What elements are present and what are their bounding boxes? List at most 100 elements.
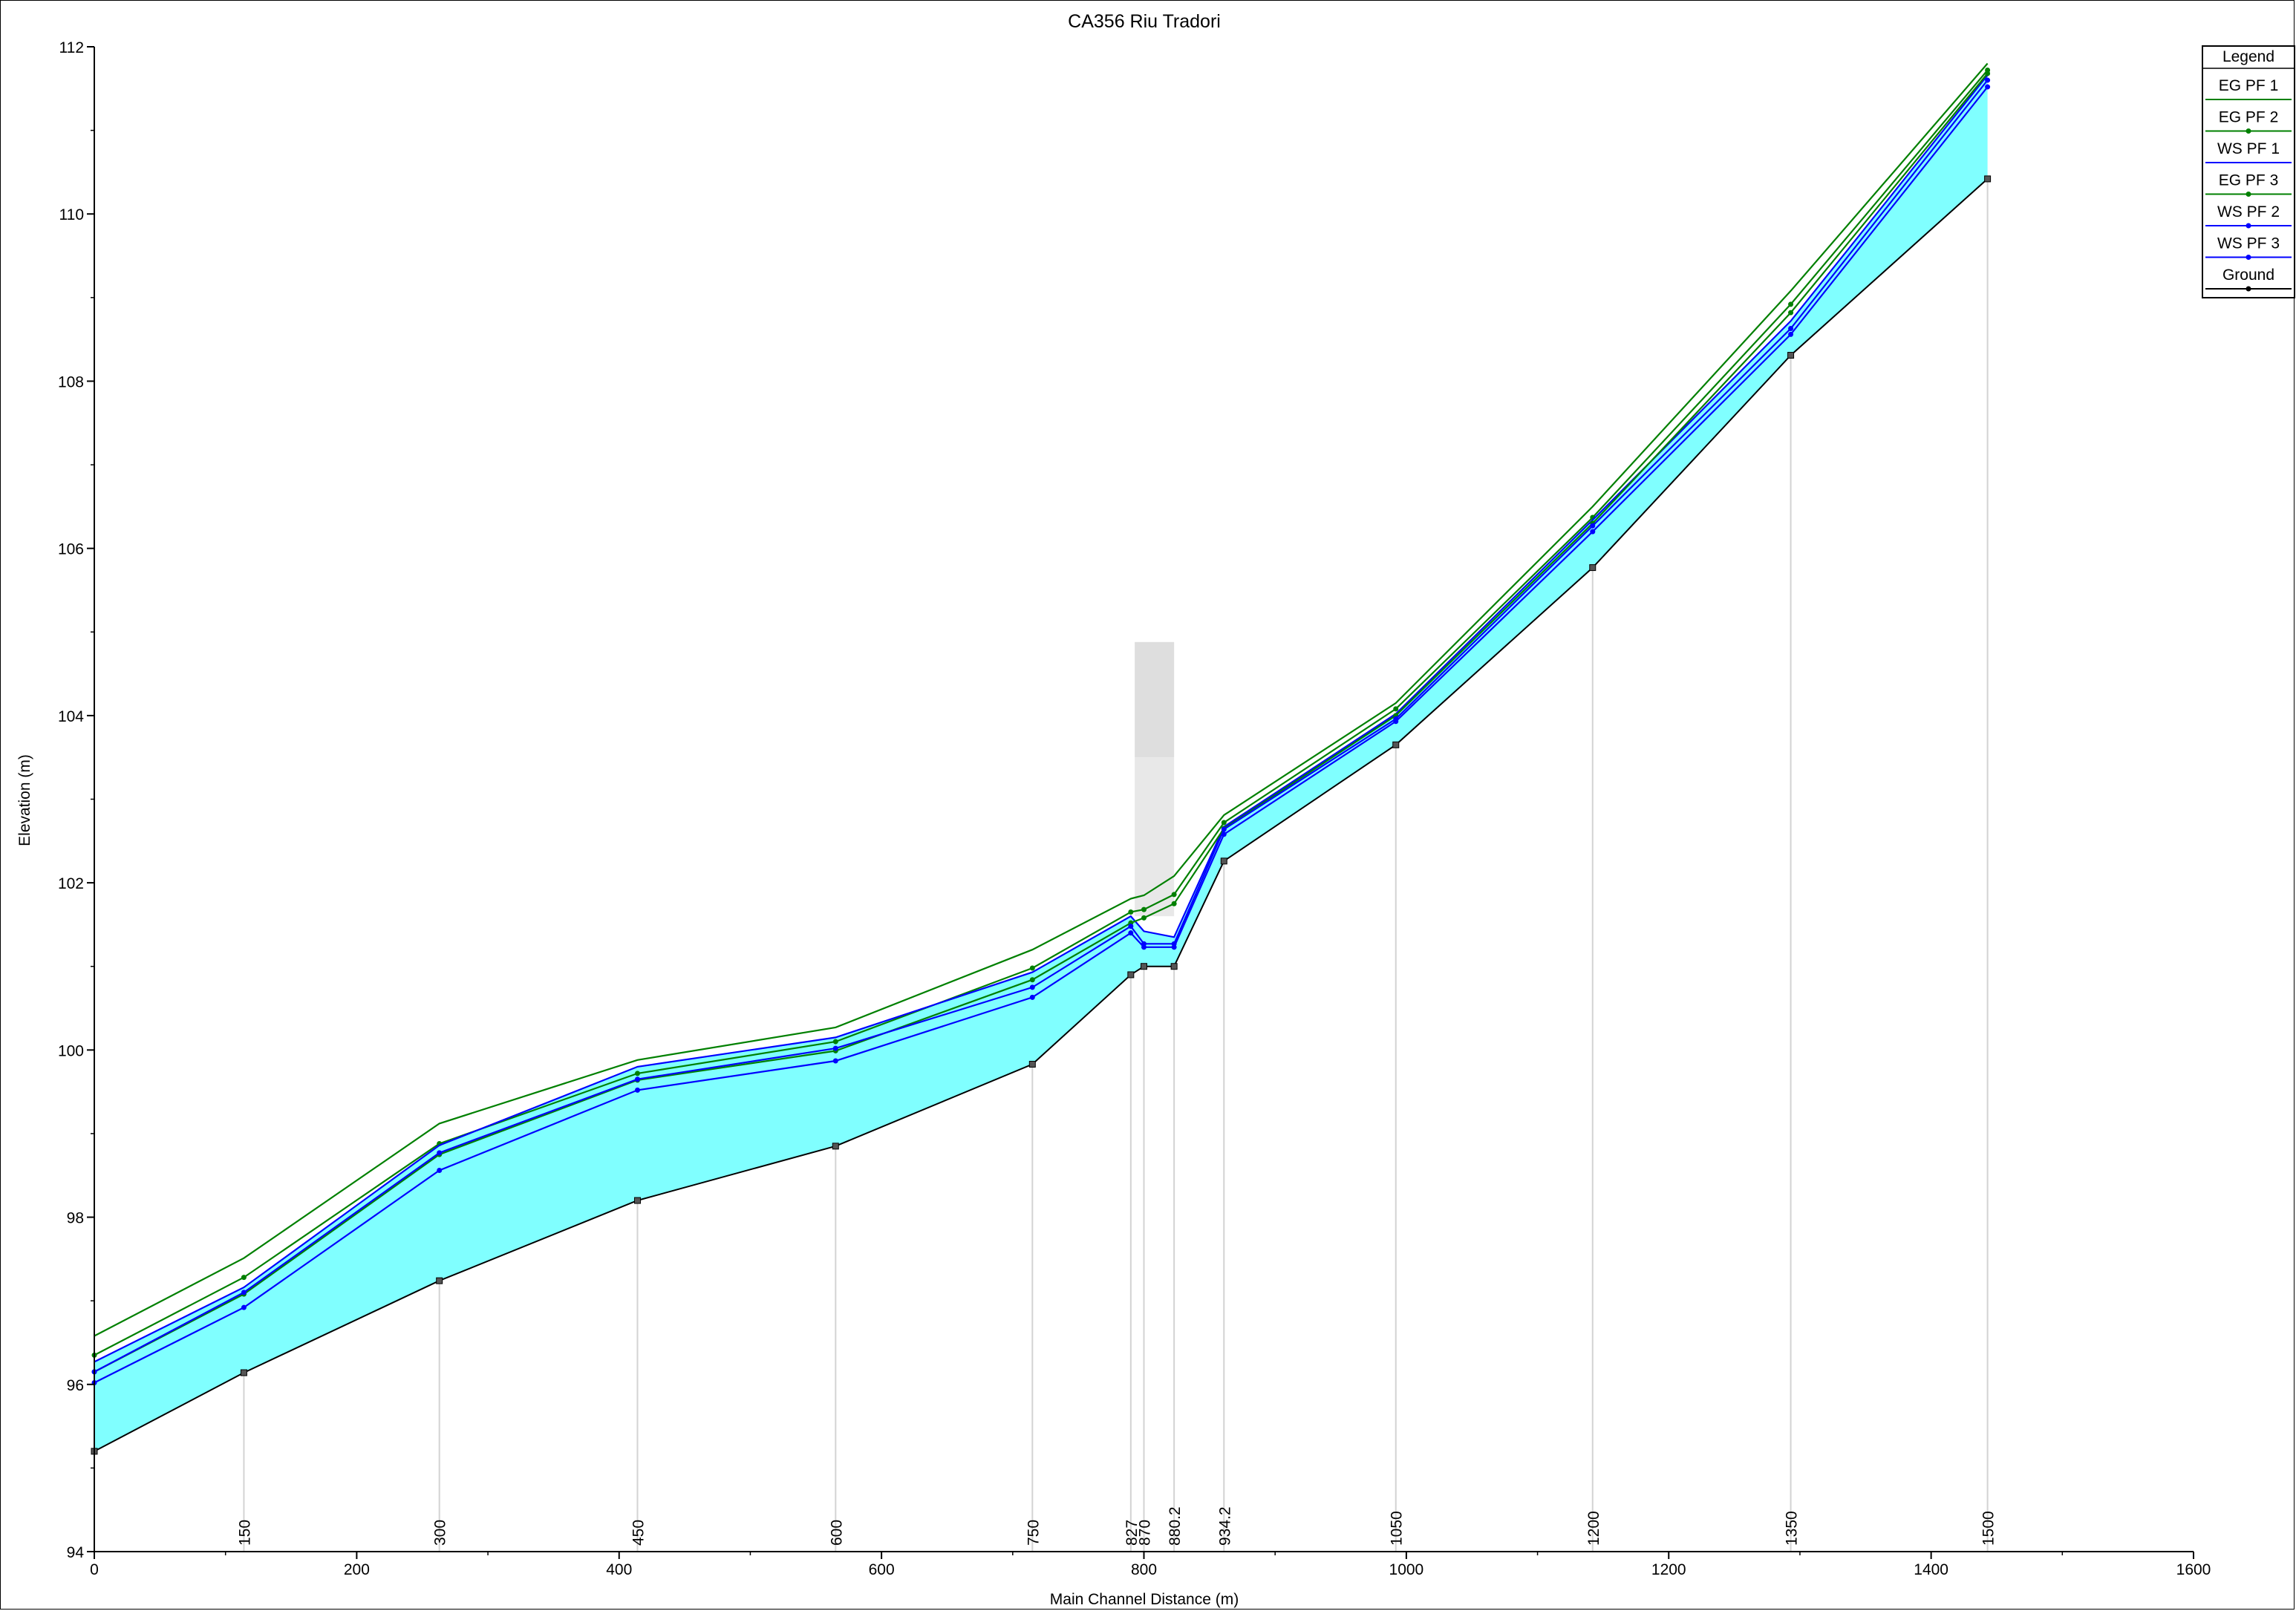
series-point <box>634 1071 640 1076</box>
series-point <box>1589 564 1597 572</box>
legend-label: WS PF 2 <box>2217 203 2280 220</box>
series-point <box>1788 301 1794 307</box>
series-point <box>1128 930 1134 936</box>
x-tick-label: 0 <box>90 1561 99 1578</box>
series-point <box>1985 71 1991 76</box>
series-point <box>1029 994 1035 1000</box>
series-line-ground <box>94 178 1989 1452</box>
station-label: 1350 <box>1784 1511 1801 1546</box>
legend-marker <box>2246 128 2251 134</box>
y-tick-label: 94 <box>67 1544 85 1561</box>
station-label: 827 <box>1123 1520 1141 1546</box>
x-tick-label: 200 <box>344 1561 370 1578</box>
series-point <box>1788 310 1794 316</box>
series-point <box>1141 906 1147 912</box>
x-tick-label: 1000 <box>1389 1561 1424 1578</box>
series-point <box>437 1150 443 1156</box>
legend-label: WS PF 3 <box>2217 235 2280 252</box>
legend-items: EG PF 1 EG PF 2 WS PF 1 EG PF 3 WS PF 2 WS PF… <box>2205 77 2292 292</box>
series-point <box>1170 963 1178 970</box>
series-point <box>832 1058 838 1064</box>
y-tick-label: 102 <box>58 875 84 892</box>
y-tick-label: 100 <box>58 1042 84 1059</box>
series-point <box>1171 892 1177 898</box>
series-point <box>1028 1060 1036 1068</box>
station-label: 880.2 <box>1167 1506 1184 1546</box>
y-axis-label: Elevation (m) <box>16 754 33 846</box>
legend-label: WS PF 1 <box>2217 140 2280 157</box>
series-point <box>832 1039 838 1045</box>
series-point <box>832 1045 838 1051</box>
series-point <box>1029 965 1035 971</box>
bridge-deck <box>1135 641 1175 758</box>
station-label: 1500 <box>1980 1511 1997 1546</box>
x-tick-label: 1600 <box>2176 1561 2211 1578</box>
series-point <box>634 1087 640 1093</box>
y-tick-label: 98 <box>67 1210 84 1227</box>
series-line-ws-pf-1 <box>94 74 1989 1363</box>
series-line-eg-pf-3 <box>94 73 1989 1373</box>
series-point <box>1392 741 1400 748</box>
legend-label: Ground <box>2222 267 2274 284</box>
y-tick-label: 106 <box>58 541 84 558</box>
station-label: 870 <box>1137 1520 1154 1546</box>
station-label: 1200 <box>1585 1511 1602 1546</box>
series-point <box>1141 915 1147 921</box>
station-label: 450 <box>630 1520 648 1546</box>
legend-marker <box>2246 223 2251 229</box>
y-tick-label: 110 <box>59 206 84 223</box>
series-point <box>1787 352 1795 359</box>
series-point <box>1029 984 1035 990</box>
series-point <box>1141 944 1147 950</box>
series-point <box>241 1304 247 1310</box>
x-axis-label: Main Channel Distance (m) <box>1050 1591 1239 1608</box>
series-point <box>1788 331 1794 337</box>
series-point <box>1221 820 1227 826</box>
series-point <box>1220 857 1227 865</box>
series-point <box>1171 944 1177 950</box>
series-point <box>1393 706 1399 712</box>
x-tick-label: 600 <box>869 1561 895 1578</box>
bridge-opening <box>1135 757 1175 917</box>
series-point <box>240 1369 247 1376</box>
series-point <box>1984 175 1992 183</box>
chart-title: CA356 Riu Tradori <box>1068 11 1221 32</box>
water-fill <box>94 75 1988 1451</box>
station-label: 934.2 <box>1216 1506 1233 1546</box>
legend-marker <box>2246 192 2251 197</box>
station-label: 750 <box>1025 1520 1042 1546</box>
series-line-ws-pf-2 <box>94 79 1989 1373</box>
series-point <box>832 1143 839 1150</box>
series-point <box>1221 826 1227 832</box>
y-tick-label: 104 <box>58 708 84 725</box>
series-point <box>1393 719 1399 725</box>
legend-label: EG PF 1 <box>2219 77 2279 94</box>
series-point <box>1590 523 1596 529</box>
station-label: 150 <box>236 1520 253 1546</box>
series-point <box>1128 909 1134 915</box>
series-point <box>633 1197 641 1204</box>
series-point <box>241 1290 247 1295</box>
station-label: 600 <box>828 1520 845 1546</box>
x-tick-label: 1200 <box>1651 1561 1686 1578</box>
series-point <box>634 1076 640 1082</box>
series-point <box>1985 84 1991 90</box>
legend-marker <box>2246 286 2251 292</box>
series-point <box>1985 77 1991 83</box>
axes: 94 96 98 100 102 104 106 108 110 112 0 200 400 600 800… <box>58 39 2211 1578</box>
series-point <box>1128 924 1134 929</box>
y-tick-label: 112 <box>59 39 84 56</box>
series-point <box>1029 977 1035 983</box>
x-tick-label: 1400 <box>1914 1561 1948 1578</box>
y-tick-label: 108 <box>58 373 84 391</box>
series-point <box>241 1275 247 1281</box>
series-point <box>1788 325 1794 331</box>
y-tick-label: 96 <box>67 1377 84 1394</box>
series-point <box>437 1167 443 1173</box>
series-line-ws-pf-3 <box>94 86 1989 1384</box>
legend-marker <box>2246 255 2251 260</box>
x-tick-label: 800 <box>1131 1561 1157 1578</box>
series-point <box>436 1277 443 1284</box>
